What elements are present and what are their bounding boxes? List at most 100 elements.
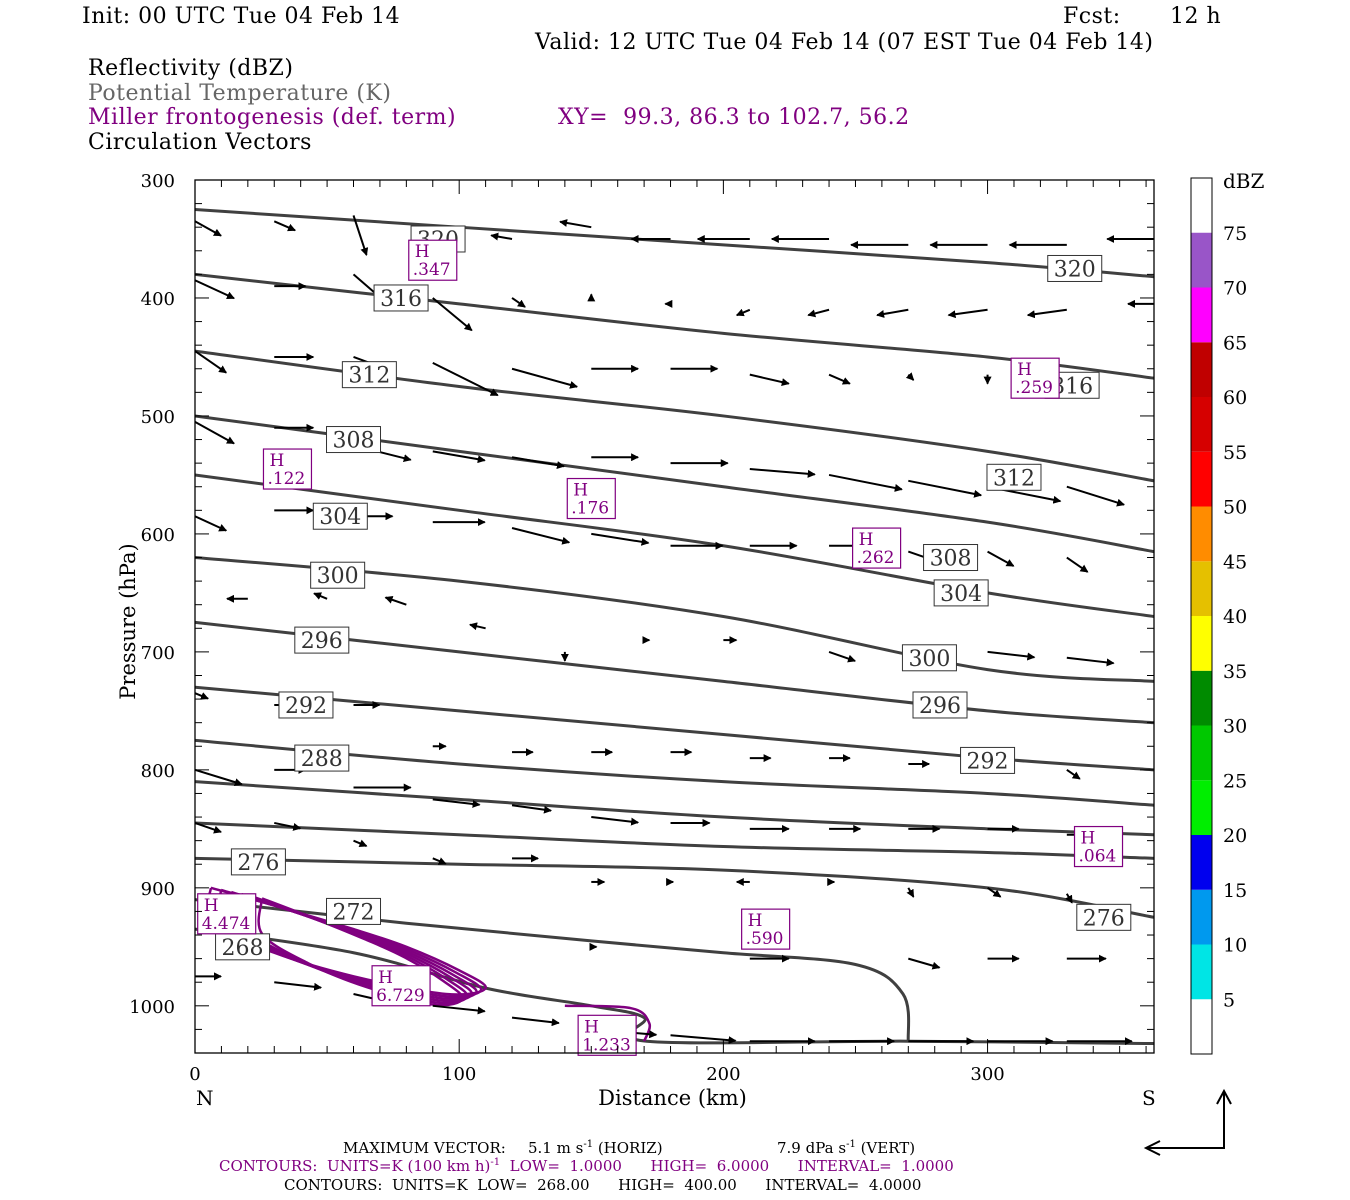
- contours-fronto-units: CONTOURS: UNITS=K (100 km h): [219, 1157, 491, 1175]
- frontogenesis-value: .262: [857, 548, 895, 568]
- theta-label-text: 276: [1083, 906, 1125, 931]
- colorbar-cell: [1191, 178, 1212, 233]
- frontogenesis-maximum: H.262: [852, 527, 902, 569]
- theta-contour-268: [195, 927, 1154, 1046]
- theta-label-312: 312: [341, 361, 397, 389]
- theta-label-box: [278, 691, 334, 719]
- theta-label-box: [373, 284, 429, 312]
- x-axis-label: Distance (km): [598, 1086, 747, 1110]
- colorbar-cell: [1191, 725, 1212, 781]
- circulation-vector: [1065, 893, 1073, 904]
- colorbar-level-label: 40: [1223, 606, 1247, 628]
- plot-frame: [194, 179, 1155, 1054]
- frontogenesis-high-marker: H: [378, 968, 393, 988]
- circulation-vector: [511, 1016, 560, 1027]
- colorbar: 5 10 15 20 25 30 35 40 45 50 55 60 65 70 75 dBZ: [1190, 169, 1265, 1055]
- legend-potential-temperature: Potential Temperature (K): [88, 81, 392, 106]
- theta-label-268: 268: [215, 933, 271, 961]
- theta-contour-304: [195, 473, 1154, 618]
- frontogenesis-high-marker: H: [584, 1017, 599, 1037]
- frontogenesis-maximum: H.176: [566, 477, 616, 520]
- circulation-vector: [1066, 769, 1081, 780]
- y-axis-label: Pressure (hPa): [116, 543, 140, 699]
- y-tick-label: 900: [141, 879, 175, 900]
- frontogenesis-box: [741, 908, 791, 950]
- cross-section-endpoints: XY= 99.3, 86.3 to 102.7, 56.2: [558, 105, 910, 130]
- frontogenesis-contour: [564, 1004, 652, 1042]
- max-vector-v-tail: (VERT): [855, 1139, 916, 1157]
- theta-contour-296: [195, 620, 1154, 725]
- theta-label-text: 292: [967, 749, 1009, 774]
- circulation-vector: [195, 220, 222, 237]
- colorbar-cell: [1191, 287, 1212, 343]
- reference-vector-head-v: [1216, 1088, 1232, 1105]
- theta-label-text: 304: [319, 505, 361, 530]
- frontogenesis-value: .176: [571, 499, 609, 519]
- circulation-vector: [274, 821, 302, 831]
- circulation-vector: [432, 450, 486, 464]
- theta-label-text: 312: [993, 466, 1035, 491]
- theta-contour-272: [195, 898, 911, 1042]
- circulation-vector: [591, 816, 640, 826]
- circulation-vector: [670, 1034, 737, 1045]
- frontogenesis-box: [1073, 825, 1124, 868]
- theta-label-text: 300: [908, 647, 950, 672]
- circulation-vector: [195, 822, 222, 834]
- colorbar-cell: [1191, 451, 1212, 507]
- circulation-vector: [749, 468, 816, 478]
- frontogenesis-maximum: H1.233: [577, 1014, 637, 1056]
- colorbar-unit: dBZ: [1223, 169, 1265, 193]
- max-vector-h-value: 5.1 m s: [528, 1139, 584, 1157]
- theta-label-text: 304: [940, 582, 982, 607]
- frontogenesis-value: .122: [267, 469, 305, 489]
- circulation-vector: [195, 350, 228, 374]
- circulation-vector: [828, 473, 903, 492]
- contours-fronto-exponent: -1: [490, 1157, 501, 1168]
- circulation-vector: [1026, 308, 1067, 319]
- theta-label-text: 308: [930, 547, 972, 572]
- theta-label-308: 308: [326, 426, 382, 454]
- circulation-vector: [313, 592, 328, 600]
- frontogenesis-contour: [257, 897, 464, 1007]
- theta-label-text: 276: [237, 851, 279, 876]
- theta-label-308: 308: [923, 544, 979, 572]
- frontogenesis-box: [1010, 357, 1060, 399]
- frontogenesis-high-marker: H: [859, 530, 874, 550]
- frontogenesis-maximum: H.259: [1010, 357, 1060, 399]
- theta-label-box: [1076, 903, 1132, 931]
- circulation-vector: [432, 361, 499, 397]
- reference-vector-head-h: [1143, 1140, 1161, 1156]
- colorbar-level-label: 35: [1223, 661, 1247, 683]
- reference-vector-icon: [1143, 1088, 1232, 1156]
- colorbar-level-label: 50: [1223, 497, 1247, 519]
- valid-time: Valid: 12 UTC Tue 04 Feb 14 (07 EST Tue …: [535, 30, 1154, 55]
- circulation-vector: [511, 367, 578, 389]
- theta-label-box: [294, 626, 350, 654]
- colorbar-level-label: 10: [1223, 935, 1247, 957]
- circulation-vector: [469, 622, 486, 631]
- circulation-vector: [987, 550, 1015, 567]
- frontogenesis-maximum: H4.474: [197, 893, 257, 935]
- theta-contour-320: [195, 207, 1154, 279]
- frontogenesis-high-marker: H: [573, 481, 588, 501]
- frontogenesis-high-marker: H: [748, 911, 763, 931]
- circulation-vector: [807, 308, 830, 318]
- frontogenesis-high-marker: H: [269, 451, 284, 471]
- theta-label-272: 272: [326, 897, 382, 925]
- y-tick-label: 700: [141, 643, 175, 664]
- theta-label-text: 296: [919, 694, 961, 719]
- south-label: S: [1142, 1086, 1156, 1110]
- max-vector-label: MAXIMUM VECTOR:: [343, 1139, 506, 1157]
- theta-label-text: 308: [333, 429, 375, 454]
- forecast-hours: 12 h: [1170, 4, 1222, 29]
- theta-label-box: [230, 848, 286, 876]
- y-tick-label: 400: [141, 289, 175, 310]
- theta-label-box: [901, 644, 957, 672]
- theta-label-text: 268: [222, 936, 264, 961]
- frontogenesis-box: [197, 893, 257, 935]
- frontogenesis-maximum: H6.729: [371, 965, 431, 1007]
- legend-miller-frontogenesis: Miller frontogenesis (def. term): [88, 105, 457, 130]
- theta-label-316: 316: [373, 284, 429, 312]
- colorbar-cell: [1191, 670, 1212, 726]
- theta-label-text: 288: [301, 747, 343, 772]
